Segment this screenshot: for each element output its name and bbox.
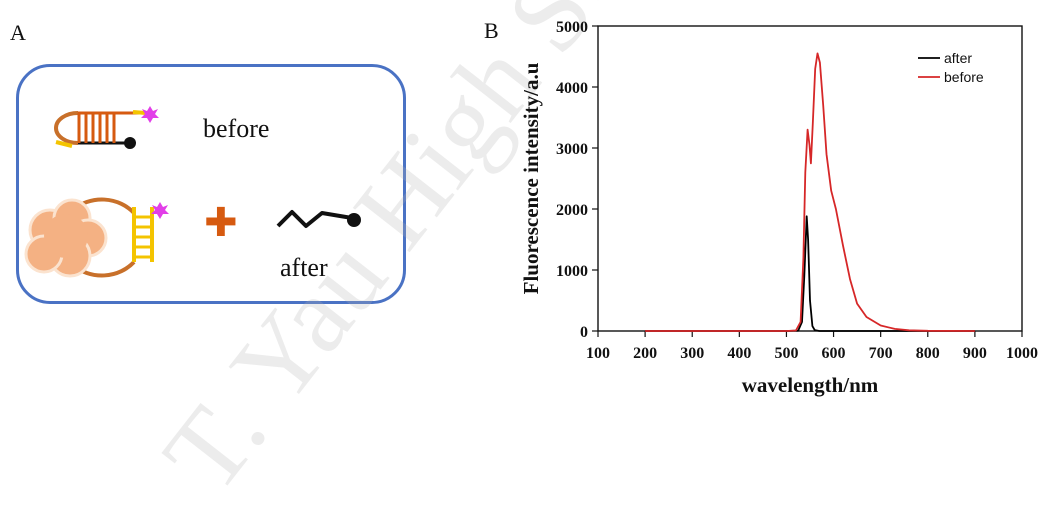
panel-a-letter: A	[10, 20, 26, 45]
fluorophore-star	[141, 106, 159, 123]
y-tick-label: 5000	[556, 19, 588, 36]
target-bound-probe-after	[24, 197, 169, 278]
y-tick-label: 1000	[556, 263, 588, 280]
hairpin-probe-before	[54, 106, 159, 149]
x-tick-label: 700	[869, 345, 893, 362]
x-tick-label: 300	[680, 345, 704, 362]
x-axis-title: wavelength/nm	[742, 373, 879, 397]
x-tick-label: 800	[916, 345, 940, 362]
legend-label-after: after	[944, 50, 972, 66]
schematic-drawing: ✚	[24, 106, 361, 278]
before-label: before	[203, 114, 270, 143]
legend-label-before: before	[944, 69, 984, 85]
plus-icon: ✚	[204, 200, 238, 246]
x-tick-label: 900	[963, 345, 987, 362]
x-tick-label: 400	[727, 345, 751, 362]
x-tick-label: 200	[633, 345, 657, 362]
after-label: after	[280, 253, 328, 282]
fluorescence-chart: 100 200 300 400 500 600 700 800 900 1000 0 1000 2000…	[519, 19, 1038, 397]
x-tick-label: 600	[822, 345, 846, 362]
series-line-before	[645, 52, 975, 332]
plot-frame	[597, 25, 1023, 332]
y-axis-title: Fluorescence intensity/a.u	[519, 62, 543, 294]
fluorophore-star-after	[151, 202, 169, 219]
x-tick-label: 500	[774, 345, 798, 362]
y-tick-label: 4000	[556, 80, 588, 97]
x-tick-label: 100	[586, 345, 610, 362]
quencher-dot	[124, 137, 136, 149]
schematic-frame	[16, 64, 406, 304]
panel-b-letter: B	[484, 18, 499, 43]
y-tick-label: 3000	[556, 141, 588, 158]
y-tick-label: 2000	[556, 202, 588, 219]
series-line-after	[645, 215, 975, 332]
target-cloud	[24, 198, 108, 278]
y-tick-label: 0	[580, 324, 588, 341]
released-quencher-strand	[276, 210, 361, 228]
x-tick-label: 1000	[1006, 345, 1038, 362]
